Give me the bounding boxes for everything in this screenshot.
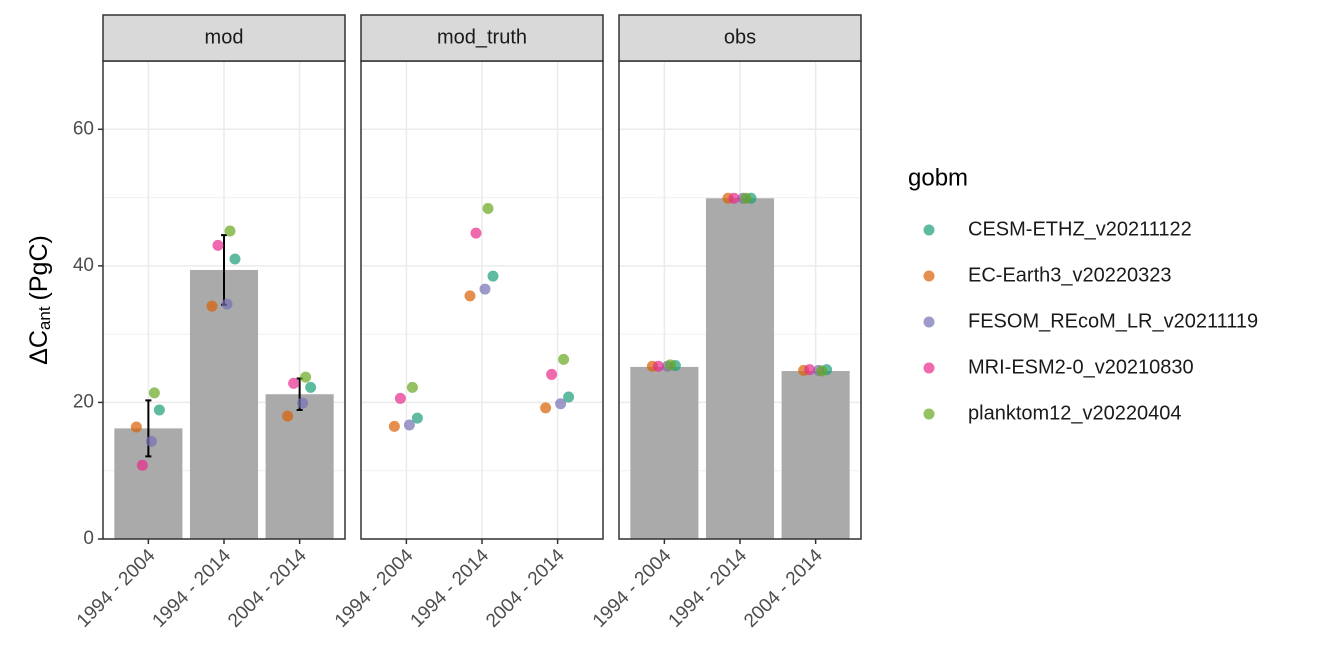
strip-label: obs xyxy=(724,26,756,48)
y-title-unit: (PgC) xyxy=(25,235,53,300)
y-title-sub: ant xyxy=(35,306,54,330)
point xyxy=(403,419,415,431)
point xyxy=(652,360,664,372)
y-tick-label: 60 xyxy=(73,118,94,139)
point xyxy=(145,435,157,447)
point xyxy=(221,298,233,310)
legend-marker xyxy=(923,316,935,328)
x-tick-label: 1994 - 2004 xyxy=(73,545,160,632)
point xyxy=(563,391,575,403)
legend-title: gobm xyxy=(908,164,968,191)
point xyxy=(816,365,828,377)
legend-label: EC-Earth3_v20220323 xyxy=(968,264,1171,286)
point xyxy=(305,381,317,393)
bar xyxy=(705,198,775,540)
legend-label: MRI-ESM2-0_v20210830 xyxy=(968,356,1194,378)
error-bar xyxy=(145,399,152,458)
strip-label: mod xyxy=(205,26,244,48)
x-tick-label: 1994 - 2014 xyxy=(407,545,494,632)
x-tick-label: 1994 - 2014 xyxy=(665,545,752,632)
point xyxy=(288,377,300,389)
point xyxy=(130,421,142,433)
bar xyxy=(189,269,259,539)
point xyxy=(406,381,418,393)
legend-label: FESOM_REcoM_LR_v20211119 xyxy=(968,310,1258,332)
point xyxy=(479,283,491,295)
x-tick-label: 2004 - 2014 xyxy=(224,545,311,632)
point xyxy=(153,404,165,416)
x-tick-label: 1994 - 2004 xyxy=(331,545,418,632)
point xyxy=(388,420,400,432)
strip xyxy=(618,14,862,62)
x-tick-label: 2004 - 2014 xyxy=(482,545,569,632)
legend-label: CESM-ETHZ_v20211122 xyxy=(968,218,1192,240)
point xyxy=(482,202,494,214)
legend-marker xyxy=(923,362,935,374)
strip-label: mod_truth xyxy=(437,26,527,48)
x-tick-label: 1994 - 2014 xyxy=(149,545,236,632)
point xyxy=(740,192,752,204)
point xyxy=(558,353,570,365)
bar xyxy=(630,366,699,539)
point xyxy=(212,239,224,251)
point xyxy=(394,392,406,404)
strip xyxy=(360,14,604,62)
strip xyxy=(102,14,346,62)
point xyxy=(297,397,309,409)
point xyxy=(664,359,676,371)
point xyxy=(136,459,148,471)
point xyxy=(411,412,423,424)
bar xyxy=(265,394,334,539)
point xyxy=(728,192,740,204)
point xyxy=(464,290,476,302)
point xyxy=(546,368,558,380)
point xyxy=(148,387,160,399)
point xyxy=(804,364,816,376)
y-axis-title: ΔCant (PgC) xyxy=(25,235,55,365)
point xyxy=(224,225,236,237)
point xyxy=(540,402,552,414)
y-tick-label: 40 xyxy=(73,255,94,276)
point xyxy=(300,371,312,383)
y-title-main: ΔC xyxy=(25,330,53,365)
x-tick-label: 2004 - 2014 xyxy=(740,545,827,632)
bar xyxy=(781,371,850,539)
legend-marker xyxy=(923,408,935,420)
point xyxy=(229,253,241,265)
point xyxy=(206,300,218,312)
legend-label: planktom12_v20220404 xyxy=(968,402,1182,424)
y-tick-label: 0 xyxy=(83,528,94,549)
y-tick-label: 20 xyxy=(73,391,94,412)
point xyxy=(555,398,567,410)
point xyxy=(470,227,482,239)
point xyxy=(282,410,294,422)
legend-marker xyxy=(923,270,935,282)
legend-marker xyxy=(923,224,935,236)
x-tick-label: 1994 - 2004 xyxy=(589,545,676,632)
point xyxy=(487,270,499,282)
